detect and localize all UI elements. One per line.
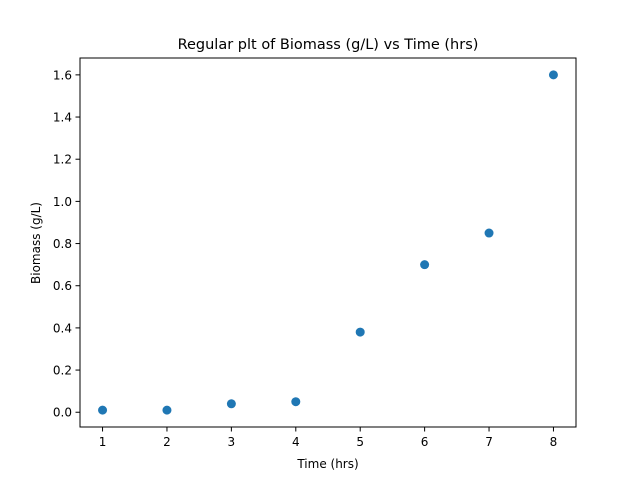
y-tick-label: 0.8 (53, 237, 72, 251)
data-point (162, 405, 172, 415)
y-tick-label: 0.6 (53, 279, 72, 293)
data-point (226, 399, 236, 409)
y-tick-label: 0.2 (53, 364, 72, 378)
chart-title: Regular plt of Biomass (g/L) vs Time (hr… (178, 37, 479, 53)
x-tick-label: 4 (292, 435, 300, 449)
data-point (98, 405, 108, 415)
data-point (484, 228, 494, 238)
y-tick-label: 0.0 (53, 406, 72, 420)
x-tick-label: 2 (163, 435, 171, 449)
x-tick-label: 8 (550, 435, 558, 449)
plot-area: 1 2 3 4 5 6 7 8 0.0 0.2 0.4 0.6 0.8 1.0 1.2 1.4 1.6 (53, 57, 577, 449)
x-tick-label: 7 (485, 435, 493, 449)
y-tick-label: 1.6 (53, 68, 72, 82)
plot-frame (79, 57, 577, 428)
y-tick-label: 1.2 (53, 153, 72, 167)
data-point (548, 70, 558, 80)
data-point (420, 260, 430, 270)
data-point (291, 397, 301, 407)
y-axis-label: Biomass (g/L) (29, 202, 43, 284)
y-tick-label: 1.4 (53, 111, 72, 125)
x-tick-label: 5 (356, 435, 364, 449)
data-point (355, 327, 365, 337)
x-tick-label: 1 (99, 435, 107, 449)
y-tick-label: 0.4 (53, 321, 72, 335)
y-tick-label: 1.0 (53, 195, 72, 209)
x-axis-label: Time (hrs) (296, 457, 358, 471)
x-tick-label: 3 (228, 435, 236, 449)
x-tick-label: 6 (421, 435, 429, 449)
